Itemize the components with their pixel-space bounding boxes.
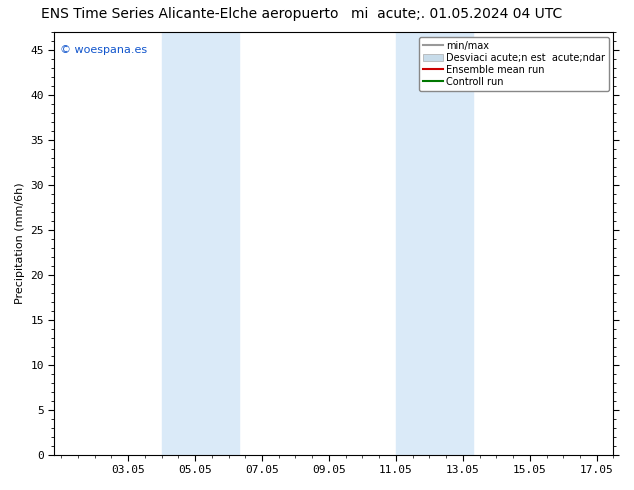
Legend: min/max, Desviaci acute;n est  acute;ndar, Ensemble mean run, Controll run: min/max, Desviaci acute;n est acute;ndar…: [420, 37, 609, 91]
Y-axis label: Precipitation (mm/6h): Precipitation (mm/6h): [15, 183, 25, 304]
Text: ENS Time Series Alicante-Elche aeropuerto: ENS Time Series Alicante-Elche aeropuert…: [41, 7, 339, 22]
Bar: [162, 32, 238, 455]
Text: © woespana.es: © woespana.es: [60, 45, 147, 55]
Bar: [396, 32, 473, 455]
Text: mi  acute;. 01.05.2024 04 UTC: mi acute;. 01.05.2024 04 UTC: [351, 7, 562, 22]
